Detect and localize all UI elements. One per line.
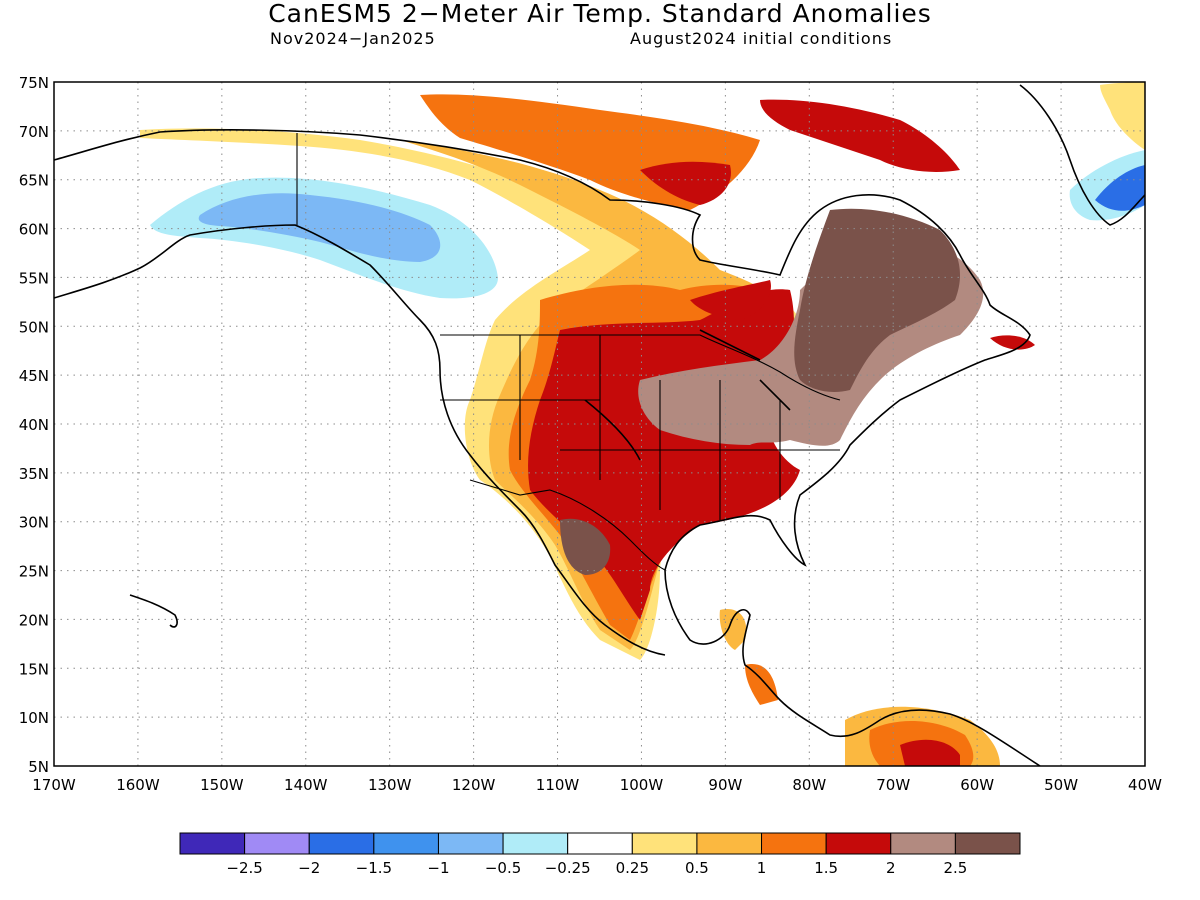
south-america-very-strong-anomaly bbox=[900, 739, 960, 766]
legend-swatch bbox=[244, 832, 310, 855]
legend-tick-label: 1 bbox=[757, 859, 767, 877]
greenland-strong-cool-anomaly bbox=[1095, 165, 1145, 211]
legend-swatch bbox=[890, 832, 956, 855]
hawaii-outline bbox=[129, 594, 178, 628]
latitude-tick-label: 65N bbox=[19, 172, 49, 190]
latitude-labels: 75N 70N 65N 60N 55N 50N 45N 40N 35N 30N 25N 20N 15N 1… bbox=[19, 74, 49, 776]
latitude-tick-label: 55N bbox=[19, 269, 49, 287]
map-frame bbox=[53, 81, 1146, 767]
longitude-labels: 170W 160W 150W 140W 130W 120W 110W 100W 90W 80W 70… bbox=[32, 776, 1162, 794]
legend-tick-label: −1 bbox=[427, 859, 449, 877]
forecast-period: Nov2024−Jan2025 bbox=[270, 29, 436, 48]
latitude-tick-label: 40N bbox=[19, 416, 49, 434]
central-america-anomaly bbox=[745, 664, 778, 705]
legend-tick-label: −2.5 bbox=[226, 859, 262, 877]
longitude-tick-label: 110W bbox=[536, 776, 580, 794]
yucatan-anomaly bbox=[719, 609, 747, 650]
legend-tick-label: 1.5 bbox=[814, 859, 838, 877]
latitude-tick-label: 45N bbox=[19, 367, 49, 385]
legend-tick-label: 2 bbox=[886, 859, 896, 877]
state-borders bbox=[440, 335, 840, 520]
color-legend: −2.5 −2 −1.5 −1 −0.5 −0.25 0.25 0.5 1 1.5 2 2.5 bbox=[179, 832, 1021, 877]
longitude-tick-label: 100W bbox=[620, 776, 664, 794]
legend-swatch bbox=[502, 832, 569, 855]
newfoundland-anomaly bbox=[990, 335, 1035, 350]
latitude-tick-label: 50N bbox=[19, 318, 49, 336]
legend-tick-label: −0.5 bbox=[485, 859, 521, 877]
legend-swatch bbox=[631, 832, 698, 855]
legend-swatch bbox=[696, 832, 763, 855]
ontario-strong-anomaly bbox=[690, 280, 771, 320]
north-america-coastline bbox=[54, 129, 1041, 766]
legend-tick-label: 0.5 bbox=[685, 859, 709, 877]
longitude-tick-label: 80W bbox=[792, 776, 826, 794]
longitude-tick-label: 150W bbox=[200, 776, 244, 794]
latitude-tick-label: 60N bbox=[19, 221, 49, 239]
mexico-brown-anomaly bbox=[560, 518, 611, 575]
great-lakes-outline bbox=[584, 329, 791, 461]
longitude-tick-label: 50W bbox=[1044, 776, 1078, 794]
longitude-tick-label: 170W bbox=[32, 776, 76, 794]
latitude-tick-label: 70N bbox=[19, 123, 49, 141]
legend-swatch bbox=[761, 832, 827, 855]
pacific-coastline bbox=[54, 224, 666, 656]
legend-swatch bbox=[373, 832, 439, 855]
latitude-tick-label: 20N bbox=[19, 611, 49, 629]
initial-conditions: August2024 initial conditions bbox=[630, 29, 893, 48]
longitude-tick-label: 160W bbox=[116, 776, 160, 794]
coastlines bbox=[54, 84, 1145, 766]
latitude-tick-label: 5N bbox=[28, 758, 49, 776]
baffin-strong-anomaly bbox=[640, 161, 731, 205]
legend-tick-label: −1.5 bbox=[356, 859, 392, 877]
latitude-tick-label: 10N bbox=[19, 709, 49, 727]
longitude-tick-label: 140W bbox=[284, 776, 328, 794]
us-mexico-border bbox=[469, 479, 666, 571]
legend-swatch bbox=[954, 832, 1021, 855]
political-borders bbox=[296, 133, 841, 571]
latitude-tick-label: 35N bbox=[19, 465, 49, 483]
longitude-tick-label: 130W bbox=[368, 776, 412, 794]
longitude-tick-label: 40W bbox=[1128, 776, 1162, 794]
cool-anomaly-medium bbox=[198, 193, 441, 262]
longitude-tick-label: 70W bbox=[876, 776, 910, 794]
us-canada-border bbox=[440, 334, 841, 401]
legend-swatch bbox=[567, 832, 633, 855]
legend-swatch bbox=[179, 832, 246, 855]
legend-tick-label: 0.25 bbox=[616, 859, 649, 877]
legend-swatch bbox=[825, 832, 892, 855]
anomaly-above-2.5 bbox=[794, 208, 960, 392]
arctic-strong-anomaly bbox=[760, 99, 960, 172]
legend-tick-label: −0.25 bbox=[545, 859, 591, 877]
longitude-tick-label: 60W bbox=[960, 776, 994, 794]
legend-tick-label: −2 bbox=[298, 859, 320, 877]
greenland-coastline bbox=[1019, 84, 1145, 226]
latitude-tick-label: 30N bbox=[19, 514, 49, 532]
latitude-tick-label: 25N bbox=[19, 563, 49, 581]
map-title: CanESM5 2−Meter Air Temp. Standard Anoma… bbox=[268, 0, 932, 28]
longitude-tick-label: 120W bbox=[452, 776, 496, 794]
legend-swatch bbox=[437, 832, 504, 855]
longitude-tick-label: 90W bbox=[708, 776, 742, 794]
greenland-warm-anomaly bbox=[1100, 82, 1145, 150]
map-panel bbox=[53, 81, 1146, 767]
latitude-tick-label: 75N bbox=[19, 74, 49, 92]
legend-tick-label: 2.5 bbox=[943, 859, 967, 877]
latitude-tick-label: 15N bbox=[19, 660, 49, 678]
legend-swatch bbox=[308, 832, 375, 855]
